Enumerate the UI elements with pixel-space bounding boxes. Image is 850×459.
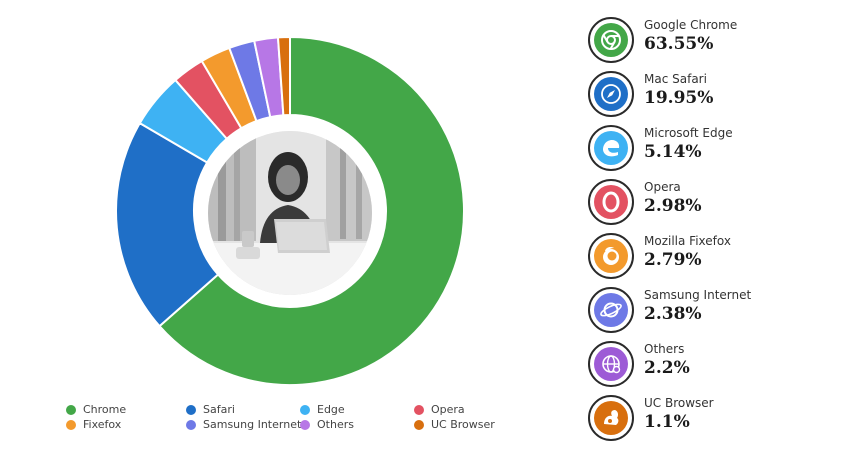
donut-chart xyxy=(115,35,465,386)
stat-edge: Microsoft Edge 5.14% xyxy=(588,125,838,177)
legend-label: Samsung Internet xyxy=(203,418,302,431)
donut-slice-safari xyxy=(115,121,220,328)
stat-value: 1.1% xyxy=(644,412,690,432)
stat-others: Others 2.2% xyxy=(588,341,838,393)
legend-item: Opera xyxy=(414,403,465,416)
woman-laptop-photo xyxy=(208,131,372,295)
stat-value: 2.38% xyxy=(644,304,702,324)
stat-name: Mac Safari xyxy=(644,72,707,86)
stat-value: 63.55% xyxy=(644,34,714,54)
stat-chrome: Google Chrome 63.55% xyxy=(588,17,838,69)
stat-value: 2.79% xyxy=(644,250,702,270)
legend-item: Samsung Internet xyxy=(186,418,301,431)
stat-value: 5.14% xyxy=(644,142,702,162)
stat-value: 19.95% xyxy=(644,88,714,108)
uc-browser-icon xyxy=(588,395,634,441)
legend-item: Edge xyxy=(300,403,345,416)
legend-label: Chrome xyxy=(83,403,127,416)
stat-name: Others xyxy=(644,342,685,356)
legend-label: Safari xyxy=(203,403,235,416)
stat-firefox: Mozilla Fixefox 2.79% xyxy=(588,233,838,285)
donut-slice-uc-browser xyxy=(276,35,291,117)
legend-label: Fixefox xyxy=(83,418,122,431)
stat-uc-browser: UC Browser 1.1% xyxy=(588,395,838,447)
stat-samsung-internet: Samsung Internet 2.38% xyxy=(588,287,838,339)
edge-icon xyxy=(588,125,634,171)
legend-label: Edge xyxy=(317,403,345,416)
legend-label: Opera xyxy=(431,403,465,416)
stat-name: Microsoft Edge xyxy=(644,126,733,140)
stat-name: UC Browser xyxy=(644,396,714,410)
legend-item: Safari xyxy=(186,403,235,416)
stat-name: Google Chrome xyxy=(644,18,738,32)
stat-name: Mozilla Fixefox xyxy=(644,234,731,248)
legend-label: UC Browser xyxy=(431,418,495,431)
legend-item: UC Browser xyxy=(414,418,495,431)
firefox-icon xyxy=(588,233,634,279)
legend-swatch xyxy=(414,404,424,415)
legend-item: Fixefox xyxy=(66,418,121,431)
legend-swatch xyxy=(300,419,310,430)
legend-swatch xyxy=(66,404,76,415)
legend-swatch xyxy=(66,419,76,430)
legend-label: Others xyxy=(317,418,354,431)
legend-swatch xyxy=(186,419,196,430)
stat-safari: Mac Safari 19.95% xyxy=(588,71,838,123)
chrome-icon xyxy=(588,17,634,63)
donut-slice-chrome xyxy=(158,35,465,386)
opera-icon xyxy=(588,179,634,225)
stat-value: 2.2% xyxy=(644,358,690,378)
stat-name: Samsung Internet xyxy=(644,288,752,302)
legend-item: Others xyxy=(300,418,354,431)
legend-swatch xyxy=(300,404,310,415)
legend-swatch xyxy=(414,419,424,430)
stat-opera: Opera 2.98% xyxy=(588,179,838,231)
legend-swatch xyxy=(186,404,196,415)
samsung-internet-icon xyxy=(588,287,634,333)
globe-icon xyxy=(588,341,634,387)
stat-name: Opera xyxy=(644,180,681,194)
stat-value: 2.98% xyxy=(644,196,702,216)
legend-item: Chrome xyxy=(66,403,126,416)
safari-icon xyxy=(588,71,634,117)
chart-legend: Chrome Safari Edge Opera Fixefox Samsung… xyxy=(66,403,506,433)
